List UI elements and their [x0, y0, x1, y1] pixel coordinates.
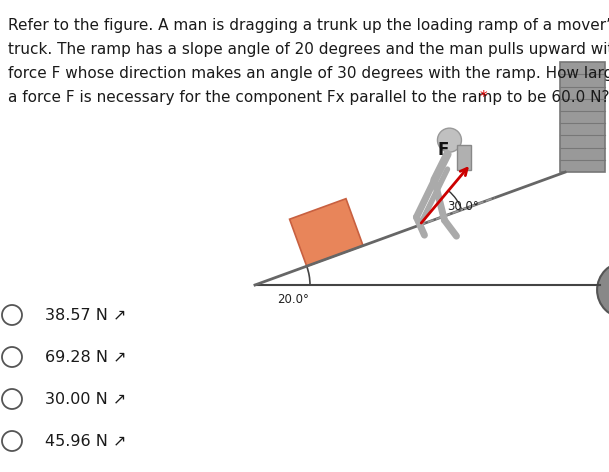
Text: 20.0°: 20.0°	[277, 293, 309, 306]
Text: 30.00 N ↗: 30.00 N ↗	[45, 391, 126, 406]
Text: 30.0°: 30.0°	[448, 200, 479, 213]
Polygon shape	[457, 145, 471, 170]
Polygon shape	[290, 199, 363, 266]
Text: force F whose direction makes an angle of 30 degrees with the ramp. How large: force F whose direction makes an angle o…	[8, 66, 609, 81]
Text: truck. The ramp has a slope angle of 20 degrees and the man pulls upward with a: truck. The ramp has a slope angle of 20 …	[8, 42, 609, 57]
Text: 69.28 N ↗: 69.28 N ↗	[45, 349, 127, 364]
Circle shape	[597, 262, 609, 318]
Circle shape	[437, 128, 462, 152]
Text: Refer to the figure. A man is dragging a trunk up the loading ramp of a mover’s: Refer to the figure. A man is dragging a…	[8, 18, 609, 33]
Text: 45.96 N ↗: 45.96 N ↗	[45, 433, 127, 448]
Text: F: F	[437, 141, 449, 159]
Bar	[560, 62, 605, 172]
Text: 38.57 N ↗: 38.57 N ↗	[45, 307, 127, 322]
Text: a force F is necessary for the component Fx parallel to the ramp to be 60.0 N?: a force F is necessary for the component…	[8, 90, 609, 105]
Text: *: *	[480, 90, 488, 105]
